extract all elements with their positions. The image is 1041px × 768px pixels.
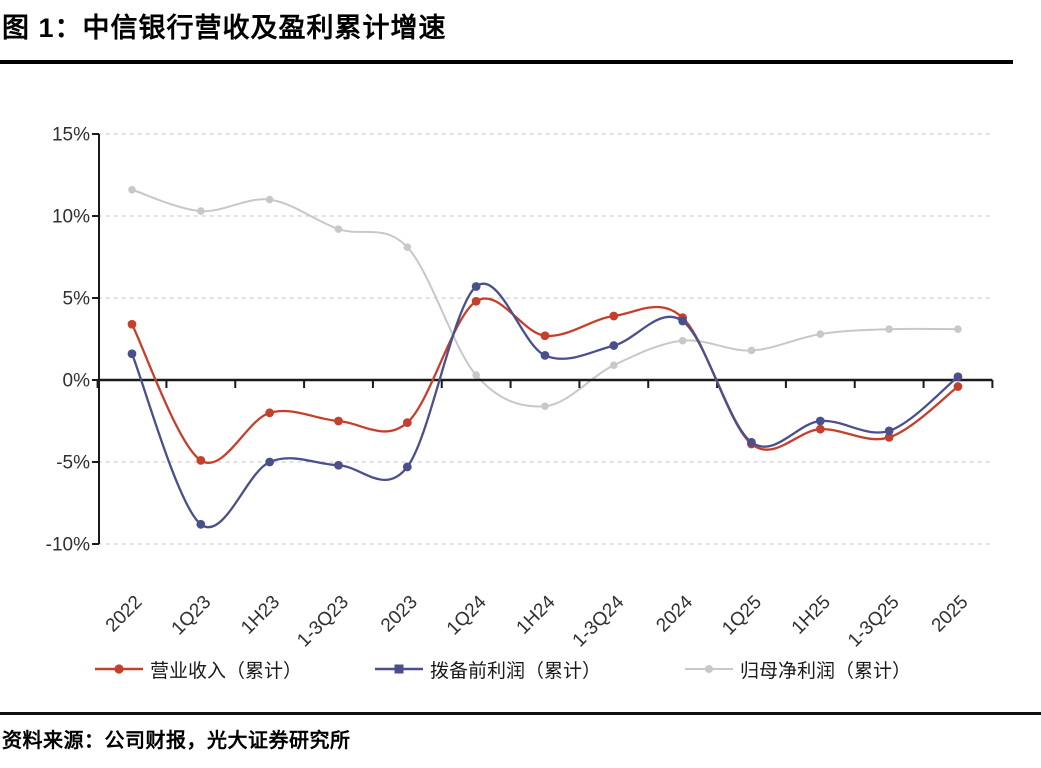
x-tick-label: 1Q23 [168,592,216,640]
series-net-profit-point [265,195,274,204]
series-ppop-point [884,426,894,436]
series-ppop-point [953,372,963,382]
source-divider [0,712,1041,715]
y-tick-label: 15% [52,125,90,146]
legend-marker-revenue-icon [95,664,143,674]
x-tick-label: 2024 [652,591,697,636]
legend-item-ppop: 拨备前利润（累计） [375,653,601,685]
series-revenue-point [334,416,343,426]
series-net-profit-point [816,330,825,338]
y-tick-label: -10% [46,535,90,556]
series-net-profit-point [610,361,618,370]
series-revenue-point [471,296,481,306]
x-tick-label: 1-3Q25 [844,592,904,652]
series-net-profit-point [197,207,205,215]
series-net-profit-point [334,225,343,233]
series-ppop-point [265,457,275,467]
legend-label-ppop: 拨备前利润（累计） [430,660,602,682]
series-revenue-point [953,382,963,391]
title-divider [0,60,1013,64]
x-tick-label: 1Q24 [443,591,491,639]
series-revenue-point [540,331,550,341]
x-tick-label: 2025 [928,592,973,637]
x-tick-label: 1-3Q23 [293,592,353,652]
series-revenue-point [196,455,206,465]
x-tick-label: 1H25 [788,592,835,639]
series-net-profit-point [747,346,756,355]
series-revenue-point [815,424,825,434]
y-tick-label: 0% [63,371,91,392]
y-tick-label: 10% [52,207,90,228]
legend-marker-net-profit-icon [685,665,733,673]
series-net-profit-point [954,325,962,333]
series-net-profit-point [472,371,480,379]
series-revenue-point [265,408,275,418]
series-net-profit-point [128,185,136,194]
series-ppop-line [130,282,959,529]
series-revenue-point [884,433,894,442]
series-ppop-point [127,349,137,359]
series-ppop-point [609,341,619,350]
legend-item-revenue: 营业收入（累计） [95,653,302,685]
figure-title: 图 1：中信银行营收及盈利累计增速 [2,13,447,43]
y-tick-label: -5% [56,453,90,474]
series-net-profit-point [678,336,687,345]
series-ppop-point [540,351,550,360]
series-ppop-point [471,282,481,291]
series-ppop-point [334,460,343,470]
legend-label-net-profit: 归母净利润（累计） [740,660,912,682]
series-ppop-point [747,437,756,447]
x-tick-label: 1H24 [513,591,560,638]
y-tick-label: 5% [63,289,91,310]
legend-marker-ppop-icon [375,664,423,674]
x-tick-label: 2023 [377,592,422,637]
series-revenue-point [609,311,619,321]
series-net-profit-point [403,243,412,251]
x-tick-label: 1H23 [237,592,284,639]
series-ppop-point [815,416,825,426]
series-net-profit-point [541,402,549,411]
x-tick-label: 2022 [102,592,147,637]
series-net-profit-point [885,325,893,333]
series-ppop-point [196,519,206,529]
x-tick-label: 1Q25 [718,592,766,640]
series-revenue-point [127,319,137,329]
legend-label-revenue: 营业收入（累计） [150,660,303,682]
source-text: 资料来源：公司财报，光大证券研究所 [2,730,351,752]
series-ppop-point [402,462,412,472]
legend-item-net-profit: 归母净利润（累计） [685,653,911,685]
x-tick-label: 1-3Q24 [569,591,629,651]
series-revenue-line [130,297,959,464]
series-ppop-point [678,316,688,326]
series-revenue-point [402,418,412,428]
chart-legend: 营业收入（累计） 拨备前利润（累计） 归母净利润（累计） [0,653,1041,685]
